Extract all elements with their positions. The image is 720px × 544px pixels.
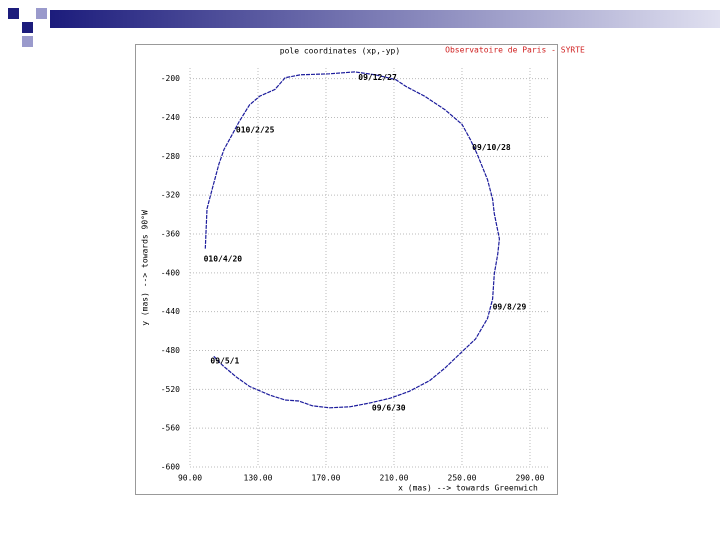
- y-tick-label: -360: [161, 230, 180, 239]
- y-tick-label: -240: [161, 113, 180, 122]
- y-tick-label: -280: [161, 152, 180, 161]
- x-tick-label: 90.00: [178, 474, 202, 483]
- date-annotation: 09/6/30: [372, 403, 406, 412]
- pole-path: [204, 71, 501, 409]
- deco-square: [22, 22, 33, 33]
- x-tick-label: 170.00: [312, 474, 341, 483]
- x-tick-label: 290.00: [516, 474, 545, 483]
- y-tick-label: -520: [161, 385, 180, 394]
- x-tick-label: 210.00: [380, 474, 409, 483]
- y-tick-label: -320: [161, 191, 180, 200]
- date-annotation: 09/5/1: [210, 357, 239, 366]
- x-axis-label: x (mas) --> towards Greenwich: [398, 484, 538, 493]
- y-tick-label: -200: [161, 74, 180, 83]
- y-axis-label: y (mas) --> towards 90°W: [141, 210, 150, 326]
- deco-square: [36, 8, 47, 19]
- date-annotation: 09/12/27: [358, 73, 397, 82]
- y-tick-label: -440: [161, 307, 180, 316]
- x-tick-label: 130.00: [244, 474, 273, 483]
- date-annotation: 09/8/29: [493, 302, 527, 311]
- deco-bar: [50, 10, 720, 28]
- chart-frame: [135, 44, 558, 495]
- y-tick-label: -400: [161, 268, 180, 277]
- deco-square: [22, 36, 33, 47]
- chart-title: pole coordinates (xp,-yp): [280, 47, 400, 56]
- x-tick-label: 250.00: [448, 474, 477, 483]
- y-tick-label: -600: [161, 463, 180, 472]
- chart-subtitle: Observatoire de Paris - SYRTE: [445, 46, 585, 55]
- date-annotation: 010/4/20: [204, 255, 243, 264]
- date-annotation: 09/10/28: [472, 143, 511, 152]
- date-annotation: 010/2/25: [236, 126, 275, 135]
- y-tick-label: -560: [161, 424, 180, 433]
- y-tick-label: -480: [161, 346, 180, 355]
- deco-square: [8, 8, 19, 19]
